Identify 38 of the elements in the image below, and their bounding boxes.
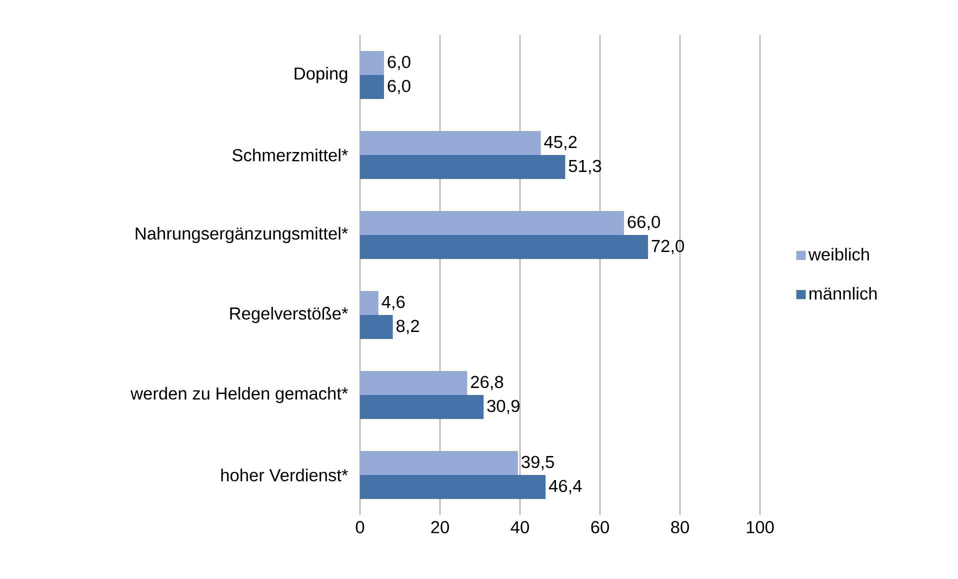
y-tick-label: Regelverstöße* bbox=[230, 306, 348, 324]
y-tick-label: hoher Verdienst* bbox=[221, 468, 348, 482]
data-label: 72,0 bbox=[652, 240, 684, 254]
data-label: 30,9 bbox=[487, 400, 520, 414]
y-tick-label: Schmerzmittel* bbox=[232, 148, 348, 162]
bar bbox=[360, 450, 518, 475]
bar bbox=[360, 75, 384, 100]
bar bbox=[360, 211, 624, 235]
data-label: 39,5 bbox=[522, 456, 554, 470]
bar bbox=[360, 155, 566, 179]
bar bbox=[360, 394, 484, 419]
x-tick-label: 40 bbox=[510, 521, 529, 534]
legend-label: weiblich bbox=[808, 248, 869, 261]
bar bbox=[360, 131, 541, 156]
legend-label: männlich bbox=[810, 286, 877, 300]
bar bbox=[360, 315, 393, 339]
y-tick-label: Nahrungsergänzungsmittel* bbox=[136, 226, 348, 244]
x-tick-label: 80 bbox=[671, 521, 689, 534]
x-tick-label: 20 bbox=[431, 521, 449, 534]
x-tick-label: 0 bbox=[356, 521, 364, 534]
data-label: 45,2 bbox=[544, 136, 577, 150]
bar bbox=[360, 235, 648, 259]
data-label: 46,4 bbox=[548, 480, 582, 494]
bar bbox=[360, 474, 546, 499]
bar bbox=[360, 291, 378, 315]
data-label: 26,8 bbox=[471, 376, 504, 390]
y-tick-label: werden zu Helden gemacht* bbox=[130, 386, 348, 404]
data-label: 6,0 bbox=[388, 56, 410, 70]
bar bbox=[360, 371, 468, 395]
x-tick-label: 60 bbox=[591, 521, 609, 534]
data-label: 6,0 bbox=[388, 80, 410, 94]
y-tick-label: Doping bbox=[294, 66, 348, 84]
x-tick-label: 100 bbox=[746, 521, 774, 534]
data-label: 51,3 bbox=[568, 160, 602, 174]
bar bbox=[360, 51, 384, 76]
data-label: 66,0 bbox=[628, 216, 660, 230]
data-label: 8,2 bbox=[396, 320, 419, 334]
data-label: 4,6 bbox=[382, 296, 405, 310]
